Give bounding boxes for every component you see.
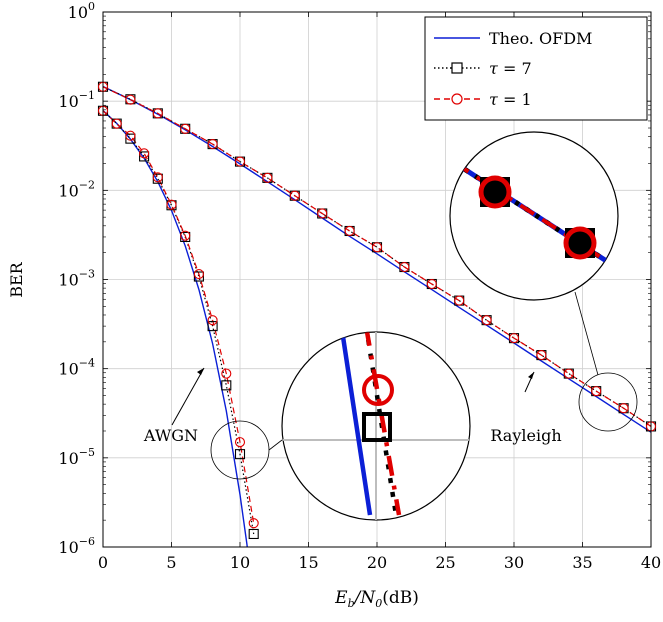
marker-circle: [125, 94, 136, 105]
axis-ticks: 0 5 10 15 20 25 30 35 40 100 10−1 10−2 10−3 10−4 10−5 1…: [58, 0, 661, 572]
xlabel: Eb/N0(dB): [334, 588, 419, 610]
marker-square: [248, 528, 259, 540]
legend-marker-tau7: [451, 62, 463, 74]
series-line-0-0: [103, 109, 248, 547]
marker-circle: [262, 172, 273, 183]
marker-circle: [139, 148, 150, 159]
marker-circle: [234, 437, 246, 448]
x-tick-label: 5: [166, 553, 176, 572]
marker-circle: [207, 315, 218, 326]
marker-square: [234, 449, 246, 460]
x-tick-label: 35: [572, 553, 592, 572]
x-tick-label: 20: [367, 553, 387, 572]
zoom-connector-awgn: [268, 439, 283, 451]
zoom-source-rayleigh: [578, 372, 638, 432]
marker-circle: [166, 199, 177, 210]
x-tick-label: 40: [641, 553, 661, 572]
marker-square: [207, 321, 218, 332]
annotations: AWGN Rayleigh: [143, 291, 638, 480]
marker-square: [221, 380, 232, 391]
marker-circle: [193, 269, 204, 280]
marker-circle: [317, 208, 328, 219]
zoom-callout-rayleigh: [449, 131, 619, 301]
marker-circle: [618, 403, 629, 414]
marker-circle: [152, 172, 163, 183]
legend-label-tau7: τ = 7: [489, 59, 532, 78]
annotation-awgn-arrowhead: [197, 368, 204, 375]
legend-marker-tau1: [451, 93, 463, 105]
legend-label-tau1: τ = 1: [489, 90, 532, 109]
curves: [103, 85, 651, 547]
annotation-rayleigh-arrowhead: [528, 372, 534, 379]
marker-circle: [508, 333, 520, 344]
y-tick-label: 10−1: [58, 89, 95, 111]
zoom-connector-rayleigh: [574, 291, 599, 376]
annotation-awgn: AWGN: [143, 426, 198, 445]
marker-circle: [344, 225, 355, 237]
marker-square: [139, 151, 150, 162]
marker-circle: [111, 118, 122, 129]
legend-label-theo: Theo. OFDM: [489, 29, 592, 48]
x-tick-label: 30: [504, 553, 524, 572]
series-line-2-0: [103, 110, 255, 524]
legend: Theo. OFDM τ = 7 τ = 1: [424, 16, 648, 121]
marker-circle: [591, 386, 602, 397]
marker-circle: [371, 242, 383, 253]
series-line-1-1: [103, 86, 651, 427]
marker-square: [193, 271, 204, 282]
annotation-awgn-arrow: [171, 367, 205, 426]
marker-circle: [481, 315, 492, 326]
marker-circle: [234, 156, 246, 167]
y-tick-label: 10−4: [58, 357, 95, 379]
marker-circle: [152, 108, 163, 119]
markers: [97, 81, 657, 540]
marker-circle: [180, 123, 191, 134]
y-tick-label: 10−6: [58, 535, 95, 557]
marker-circle: [536, 350, 547, 361]
marker-circle: [221, 368, 232, 379]
series-line-2-1: [103, 86, 651, 427]
series-line-1-0: [103, 110, 255, 535]
marker-circle: [289, 190, 300, 201]
marker-circle: [248, 518, 259, 529]
marker-circle: [180, 230, 191, 241]
x-tick-label: 0: [98, 553, 108, 572]
x-tick-label: 25: [435, 553, 455, 572]
marker-circle: [207, 139, 218, 150]
marker-circle: [426, 278, 437, 290]
y-tick-label: 100: [68, 0, 95, 22]
marker-circle: [563, 368, 574, 379]
marker-square: [125, 133, 136, 144]
ylabel: BER: [7, 261, 26, 297]
y-tick-label: 10−2: [58, 178, 95, 200]
marker-circle: [125, 130, 136, 141]
x-tick-label: 10: [230, 553, 250, 572]
marker-circle: [454, 295, 465, 306]
y-tick-label: 10−3: [58, 268, 95, 290]
zoom-callout-awgn: [281, 331, 471, 521]
y-tick-label: 10−5: [58, 446, 95, 468]
marker-circle: [399, 261, 410, 273]
annotation-rayleigh: Rayleigh: [490, 426, 561, 445]
series-line-0-1: [103, 85, 651, 433]
x-tick-label: 15: [298, 553, 318, 572]
